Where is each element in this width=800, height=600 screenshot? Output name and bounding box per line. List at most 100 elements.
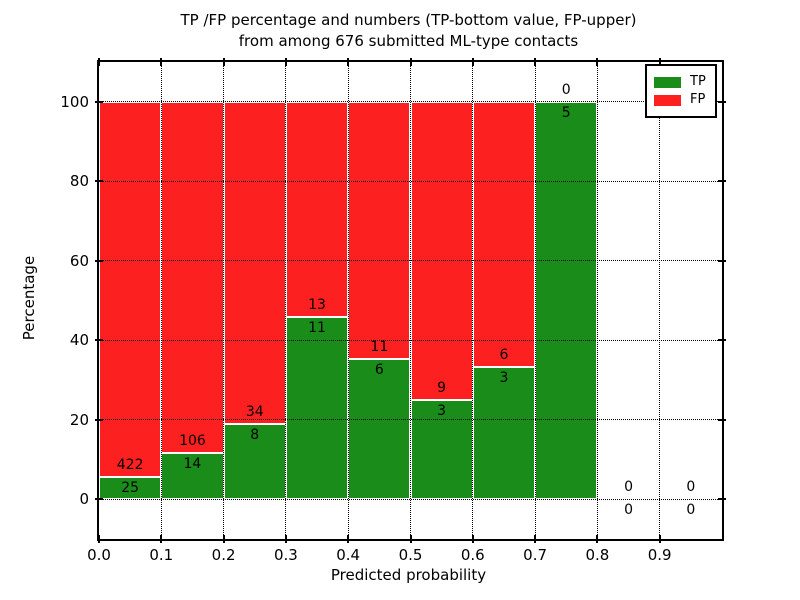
gridline-vertical bbox=[223, 62, 225, 539]
plot-area: 422 25 106 14 34 8 13 11 11 6 9 3 6 3 0 5 0 0 0 0 0 20 40 60 80 1… bbox=[60, 58, 726, 564]
bar-fp-segment bbox=[285, 101, 349, 318]
bar-fp-segment bbox=[223, 101, 286, 424]
legend-label: FP bbox=[690, 92, 706, 107]
tp-count-label: 25 bbox=[121, 479, 140, 496]
x-tick-label: 0.4 bbox=[336, 546, 361, 564]
bar-tp-segment bbox=[223, 423, 286, 500]
x-axis-tick-top bbox=[658, 58, 661, 66]
bar-tp-segment bbox=[410, 399, 473, 500]
x-axis-tick-top bbox=[534, 58, 537, 66]
tp-count-label: 0 bbox=[624, 502, 633, 519]
fp-count-label: 106 bbox=[179, 432, 206, 449]
y-axis-tick-right bbox=[718, 339, 726, 342]
y-axis-tick bbox=[95, 418, 103, 421]
legend-swatch-tp bbox=[654, 76, 681, 88]
x-tick-label: 0.0 bbox=[87, 546, 111, 564]
tp-count-label: 0 bbox=[686, 502, 696, 519]
x-tick-label: 0.2 bbox=[211, 546, 236, 564]
bar-tp-segment bbox=[535, 101, 598, 500]
y-tick-label: 100 bbox=[60, 92, 89, 111]
legend-item-fp: FP bbox=[654, 92, 706, 108]
y-axis-tick bbox=[95, 498, 103, 501]
y-axis-tick-right bbox=[718, 180, 726, 183]
fp-count-label: 11 bbox=[370, 338, 389, 355]
fp-count-label: 0 bbox=[624, 479, 633, 496]
gridline-vertical bbox=[472, 62, 474, 539]
gridline-vertical bbox=[160, 62, 162, 539]
x-axis-tick-top bbox=[284, 58, 287, 66]
x-axis-tick bbox=[534, 535, 537, 543]
gridline-vertical bbox=[285, 62, 287, 539]
x-tick-label: 0.8 bbox=[585, 546, 610, 564]
x-axis-tick-top bbox=[347, 58, 350, 66]
x-axis-tick bbox=[98, 535, 100, 543]
gridline-vertical bbox=[534, 62, 536, 539]
bar-fp-segment bbox=[99, 101, 162, 477]
x-axis-tick bbox=[409, 535, 412, 543]
y-axis-tick bbox=[95, 339, 103, 342]
fp-count-label: 0 bbox=[686, 479, 696, 496]
bar-fp-segment bbox=[472, 101, 536, 367]
bar-tp-segment bbox=[161, 452, 224, 500]
y-tick-label: 80 bbox=[69, 172, 89, 191]
y-tick-label: 60 bbox=[69, 251, 89, 270]
bar-fp-segment bbox=[348, 101, 411, 359]
y-tick-label: 40 bbox=[69, 331, 89, 350]
legend-item-tp: TP bbox=[654, 74, 706, 90]
y-axis-tick bbox=[95, 180, 103, 183]
x-axis-tick-top bbox=[98, 58, 100, 66]
tp-count-label: 6 bbox=[374, 361, 384, 378]
x-tick-label: 0.7 bbox=[523, 546, 548, 564]
tp-count-label: 3 bbox=[499, 369, 509, 386]
gridline-vertical bbox=[410, 62, 411, 539]
fp-count-label: 34 bbox=[245, 403, 264, 420]
bar-tp-segment bbox=[472, 366, 536, 500]
bar-tp-segment bbox=[99, 476, 162, 500]
x-axis-tick-top bbox=[471, 58, 474, 66]
x-axis-label: Predicted probability bbox=[330, 566, 487, 584]
x-axis-tick bbox=[658, 535, 661, 543]
x-axis-tick bbox=[471, 535, 474, 543]
y-axis-tick-right bbox=[718, 418, 726, 421]
gridline-vertical bbox=[659, 62, 661, 539]
x-tick-label: 0.1 bbox=[149, 546, 174, 564]
y-axis-tick-right bbox=[718, 259, 726, 262]
bar-tp-segment bbox=[285, 317, 349, 500]
y-axis-tick bbox=[95, 100, 103, 103]
bar-fp-segment bbox=[161, 101, 224, 453]
y-tick-label: 20 bbox=[69, 410, 89, 429]
tp-count-label: 8 bbox=[250, 426, 260, 443]
legend: TP FP bbox=[645, 64, 717, 118]
chart-title-line2: from among 676 submitted ML-type contact… bbox=[238, 32, 579, 50]
fp-count-label: 6 bbox=[499, 346, 509, 363]
x-tick-label: 0.3 bbox=[273, 546, 298, 564]
tp-count-label: 5 bbox=[561, 104, 571, 121]
x-tick-label: 0.5 bbox=[398, 546, 423, 564]
y-axis-tick-right bbox=[718, 100, 726, 103]
fp-count-label: 9 bbox=[437, 379, 447, 396]
x-axis-tick-top bbox=[596, 58, 599, 66]
x-axis-tick bbox=[596, 535, 599, 543]
x-axis-tick bbox=[284, 535, 287, 543]
x-axis-tick bbox=[347, 535, 350, 543]
legend-swatch-fp bbox=[654, 94, 681, 106]
legend-label: TP bbox=[690, 74, 706, 89]
fp-count-label: 422 bbox=[116, 456, 144, 473]
chart-title-line1: TP /FP percentage and numbers (TP-bottom… bbox=[180, 11, 637, 29]
x-tick-label: 0.9 bbox=[647, 546, 672, 564]
x-axis-tick-top bbox=[409, 58, 412, 66]
bar-fp-segment bbox=[410, 101, 473, 400]
chart-title: TP /FP percentage and numbers (TP-bottom… bbox=[97, 10, 720, 52]
x-axis-tick-top bbox=[160, 58, 163, 66]
bar-tp-segment bbox=[348, 358, 411, 500]
gridline-vertical bbox=[596, 62, 598, 539]
x-tick-label: 0.6 bbox=[460, 546, 485, 564]
x-axis-tick bbox=[222, 535, 225, 543]
y-tick-label: 0 bbox=[79, 490, 89, 509]
fp-count-label: 0 bbox=[561, 81, 571, 98]
y-axis-label: Percentage bbox=[20, 255, 38, 341]
gridline-vertical bbox=[347, 62, 349, 539]
x-axis-tick bbox=[160, 535, 163, 543]
tp-count-label: 3 bbox=[437, 402, 447, 419]
